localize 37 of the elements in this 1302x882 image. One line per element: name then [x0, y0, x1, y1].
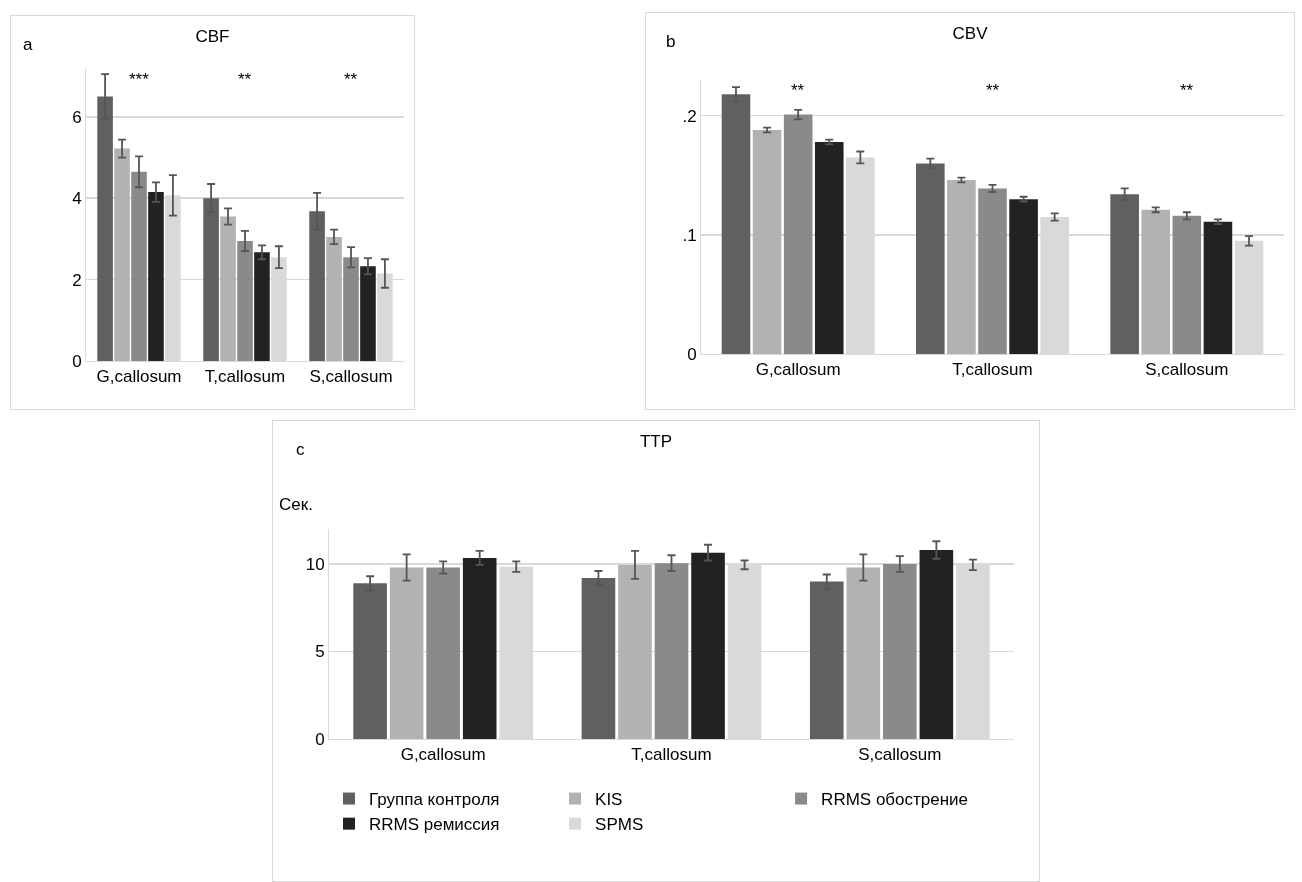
- annotation: **: [344, 70, 358, 89]
- legend-label: SPMS: [595, 815, 644, 835]
- y-tick-label: .2: [682, 106, 697, 126]
- y-tick-label: 0: [687, 344, 697, 364]
- y-tick-label: 0: [72, 351, 82, 371]
- x-tick-label: T,callosum: [952, 360, 1033, 380]
- chart-title: TTP: [639, 431, 673, 451]
- x-tick-label: G,callosum: [755, 360, 841, 380]
- legend-label: Группа контроля: [369, 790, 500, 810]
- y-tick-label: 4: [72, 189, 82, 209]
- x-tick-label: T,callosum: [204, 367, 286, 387]
- annotation: **: [238, 70, 252, 89]
- annotation: **: [791, 81, 805, 100]
- text: a: [23, 35, 33, 54]
- chart-title: CBV: [952, 23, 989, 43]
- y-tick-label: 2: [72, 270, 82, 290]
- x-tick-label: T,callosum: [631, 745, 712, 765]
- y-axis-title: Сек.: [279, 495, 313, 514]
- annotation: **: [986, 81, 1000, 100]
- y-tick-label: 10: [305, 554, 325, 574]
- text: c: [296, 440, 305, 459]
- x-tick-label: S,callosum: [309, 367, 393, 387]
- annotation: ***: [129, 70, 150, 89]
- annotation: **: [1180, 81, 1194, 100]
- x-tick-label: G,callosum: [400, 745, 486, 765]
- chart-title: CBF: [195, 26, 230, 46]
- x-tick-label: S,callosum: [1145, 360, 1229, 380]
- y-tick-label: 6: [72, 107, 82, 127]
- y-tick-label: 0: [315, 729, 325, 749]
- legend-label: RRMS обострение: [821, 790, 969, 810]
- y-tick-label: 5: [315, 642, 325, 662]
- x-tick-label: G,callosum: [96, 367, 182, 387]
- legend-label: KIS: [595, 790, 623, 810]
- text: b: [666, 32, 676, 51]
- y-tick-label: .1: [682, 225, 697, 245]
- legend-label: RRMS ремиссия: [369, 815, 500, 835]
- x-tick-label: S,callosum: [858, 745, 942, 765]
